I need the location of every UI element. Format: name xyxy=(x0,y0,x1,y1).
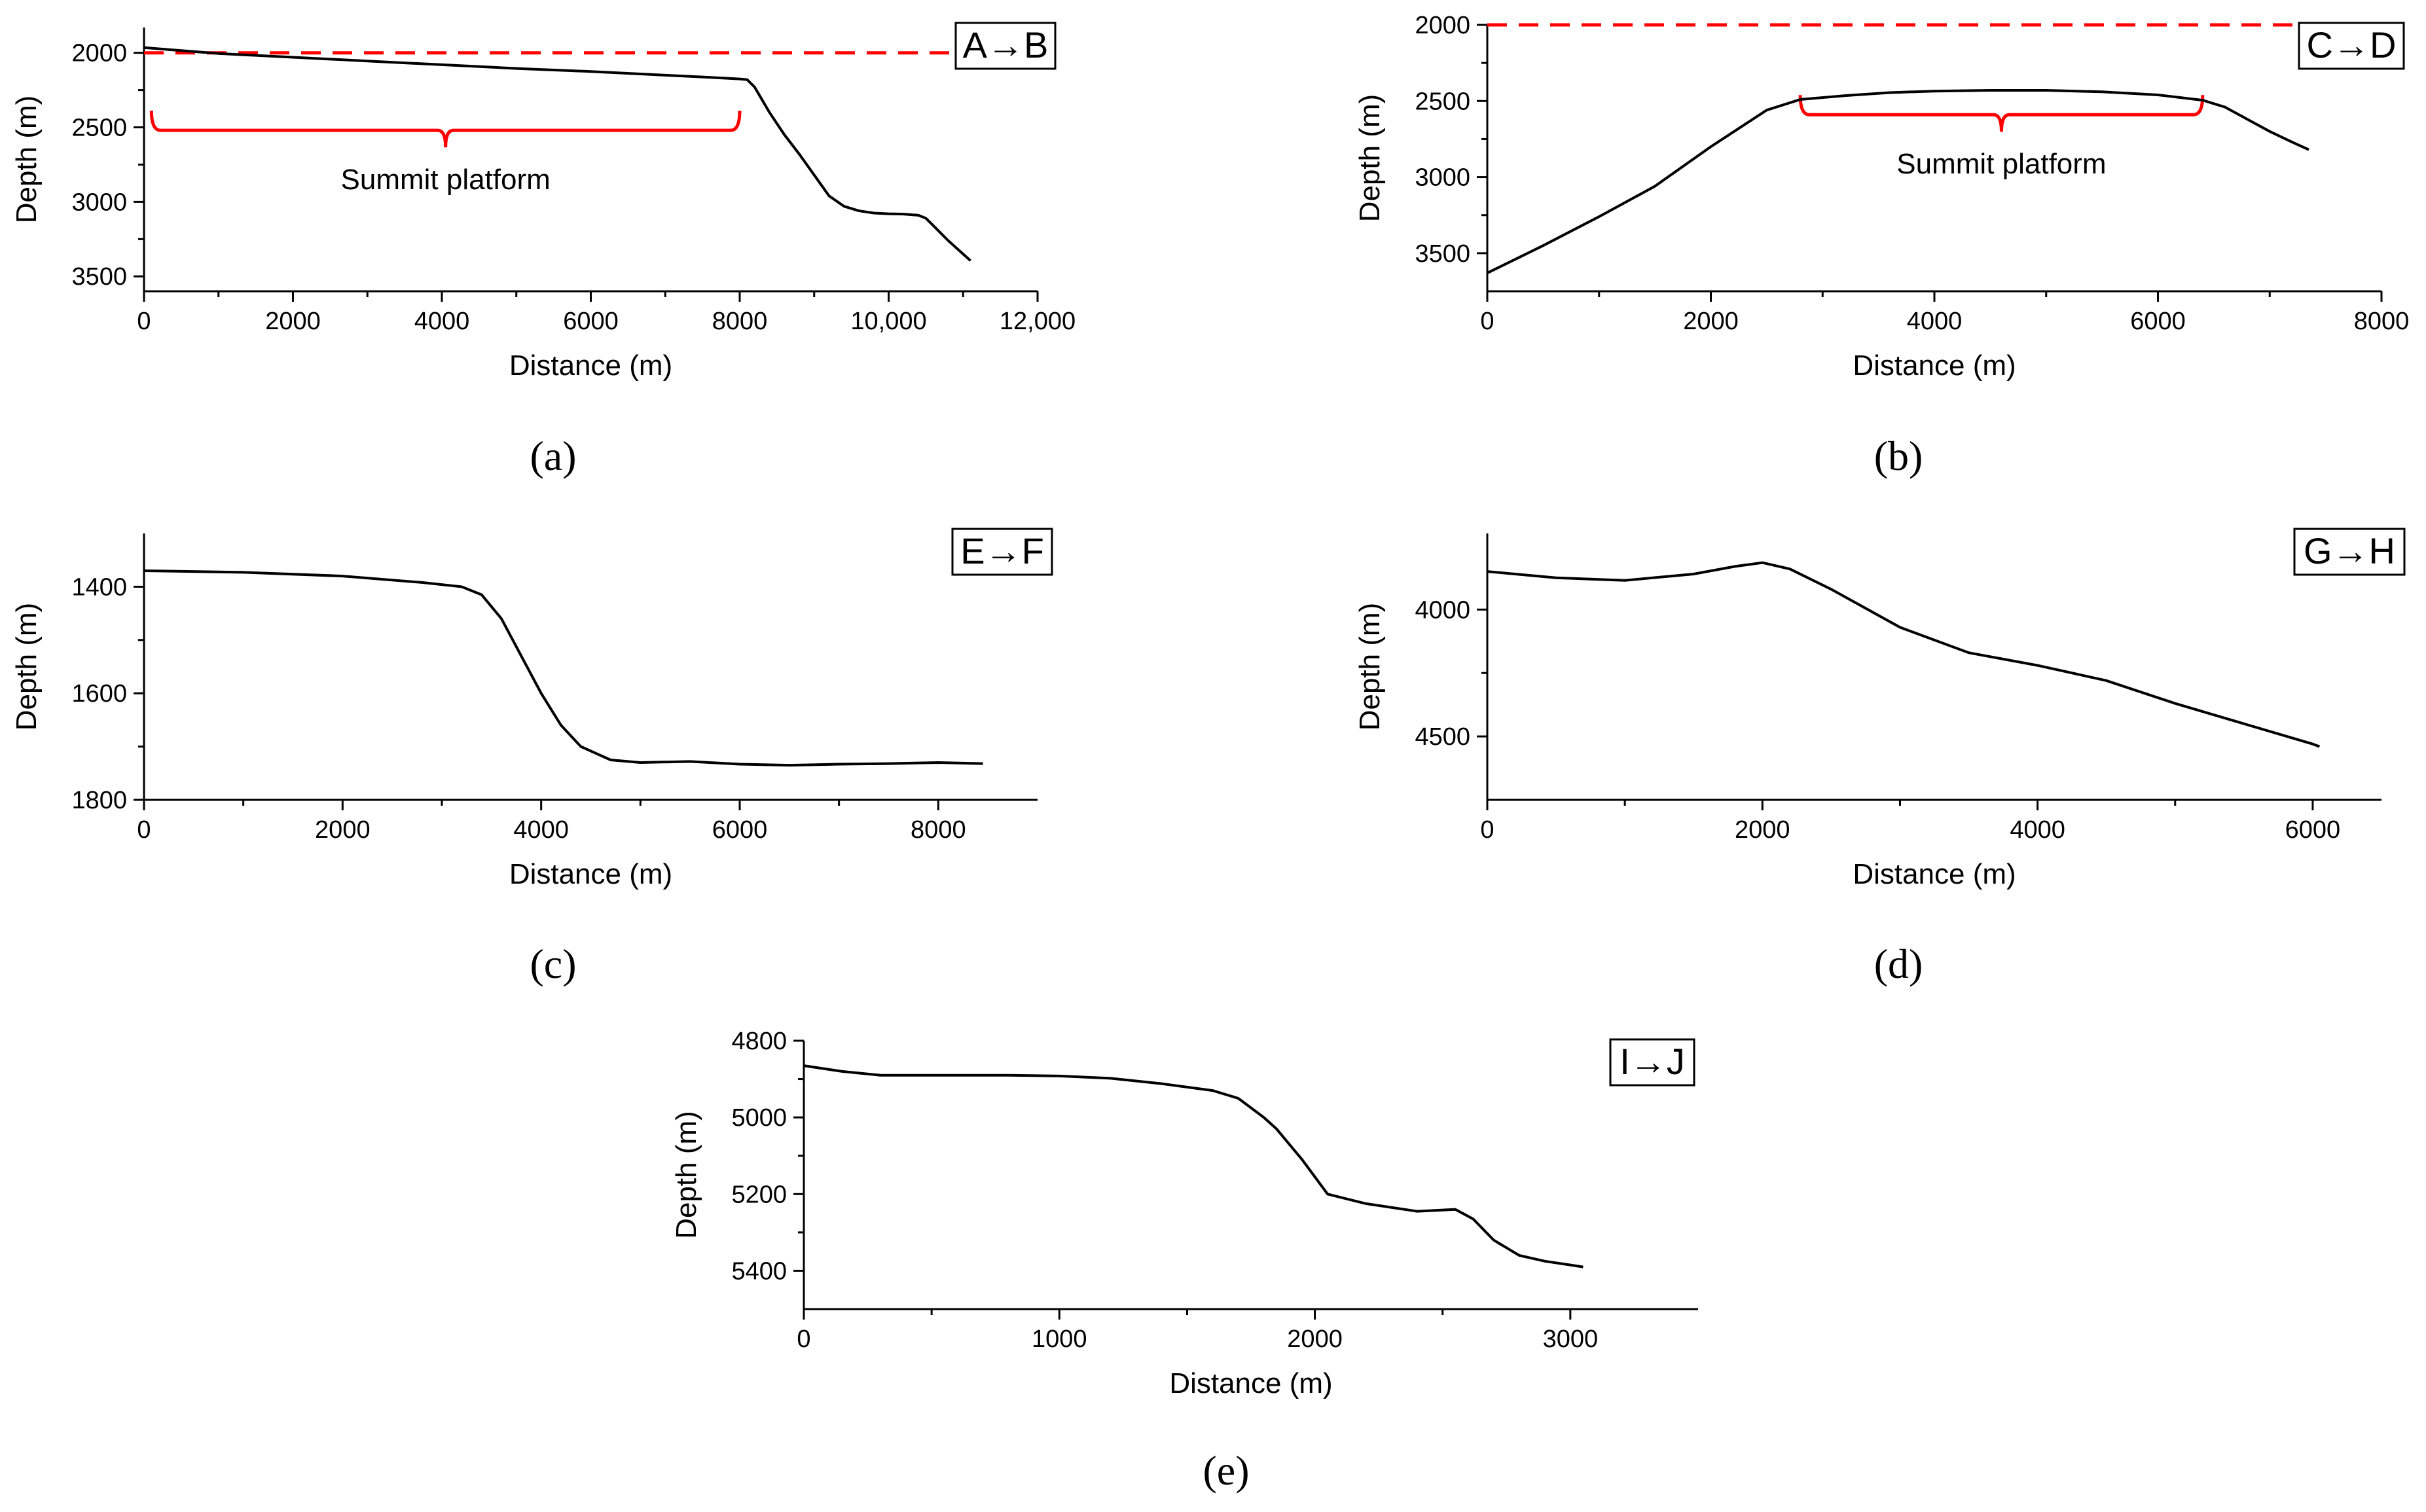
y-tick-label: 5200 xyxy=(731,1181,787,1208)
legend-label: E→F xyxy=(960,530,1044,571)
summit-platform-bracket xyxy=(149,111,742,148)
x-tick-label: 3000 xyxy=(1543,1325,1599,1353)
caption-d: (d) xyxy=(1874,941,1923,987)
x-tick-label: 0 xyxy=(137,308,151,335)
y-tick-label: 2000 xyxy=(71,40,127,67)
depth-profile-line xyxy=(1487,561,2321,748)
y-tick-label: 1400 xyxy=(71,573,127,601)
panel-d-chart: 0 2000 4000 6000 4000 4500 Distance (m) Depth (… xyxy=(1354,528,2406,890)
panel-e-chart: 0 1000 2000 3000 4800 5000 5200 5400 Distance (m… xyxy=(670,1028,1698,1399)
panel-b-chart: 0 2000 4000 6000 8000 2000 2500 3000 3500 Distanc… xyxy=(1354,12,2409,382)
x-axis-title: Distance (m) xyxy=(509,858,672,890)
y-tick-label: 2500 xyxy=(1415,88,1470,115)
panel-a-chart: 0 2000 4000 6000 8000 10,000 12,000 2000 2500 300… xyxy=(10,22,1076,382)
y-tick-label: 1600 xyxy=(71,680,127,708)
caption-e: (e) xyxy=(1203,1447,1249,1494)
legend-label: A→B xyxy=(963,24,1049,65)
x-tick-label: 8000 xyxy=(911,816,966,844)
x-tick-label: 6000 xyxy=(2130,308,2186,335)
summit-platform-bracket xyxy=(1798,95,2205,132)
legend-box xyxy=(951,528,1053,576)
y-tick-label: 2500 xyxy=(71,115,127,142)
x-axis-title: Distance (m) xyxy=(509,350,672,382)
y-axis-title: Depth (m) xyxy=(10,96,43,224)
x-tick-label: 1000 xyxy=(1032,1325,1087,1353)
caption-c: (c) xyxy=(530,941,576,987)
x-tick-label: 2000 xyxy=(1683,308,1739,335)
x-tick-label: 10,000 xyxy=(850,308,926,335)
legend-box xyxy=(954,22,1057,70)
x-tick-label: 4000 xyxy=(414,308,470,335)
y-axis-title: Depth (m) xyxy=(10,603,43,731)
legend-label: C→D xyxy=(2307,24,2397,65)
legend-label: G→H xyxy=(2304,530,2395,571)
y-tick-label: 3000 xyxy=(1415,164,1470,192)
x-tick-label: 8000 xyxy=(2354,308,2410,335)
x-tick-label: 6000 xyxy=(563,308,619,335)
caption-a: (a) xyxy=(530,433,576,479)
y-tick-label: 3500 xyxy=(71,263,127,291)
y-tick-label: 4800 xyxy=(731,1028,787,1055)
y-tick-label: 5400 xyxy=(731,1257,787,1285)
x-tick-label: 8000 xyxy=(712,308,768,335)
y-tick-label: 2000 xyxy=(1415,12,1470,39)
x-tick-label: 12,000 xyxy=(1000,308,1076,335)
legend-label: I→J xyxy=(1620,1041,1685,1082)
y-tick-label: 4500 xyxy=(1415,723,1470,751)
x-tick-label: 2000 xyxy=(1735,816,1790,844)
depth-profile-line xyxy=(143,46,971,262)
panel-c-chart: 0 2000 4000 6000 8000 1400 1600 1800 Distance (m… xyxy=(10,528,1053,890)
y-axis-title: Depth (m) xyxy=(1354,94,1386,223)
x-tick-label: 0 xyxy=(1480,816,1494,844)
x-tick-label: 0 xyxy=(137,816,151,844)
x-tick-label: 4000 xyxy=(1907,308,1963,335)
x-tick-label: 2000 xyxy=(315,816,371,844)
x-tick-label: 6000 xyxy=(712,816,768,844)
y-tick-label: 3000 xyxy=(71,189,127,216)
legend-box xyxy=(2293,528,2406,576)
x-tick-label: 2000 xyxy=(265,308,321,335)
y-tick-label: 5000 xyxy=(731,1104,787,1132)
depth-profile-line xyxy=(143,569,983,767)
legend-box xyxy=(2298,22,2405,70)
legend-box xyxy=(1609,1038,1695,1087)
x-axis-title: Distance (m) xyxy=(1169,1367,1332,1399)
y-tick-label: 4000 xyxy=(1415,596,1470,624)
summit-platform-label: Summit platform xyxy=(1896,148,2106,180)
y-tick-label: 3500 xyxy=(1415,240,1470,268)
depth-profile-line xyxy=(1487,89,2309,274)
x-tick-label: 6000 xyxy=(2285,816,2341,844)
x-axis-title: Distance (m) xyxy=(1853,350,2016,382)
x-tick-label: 0 xyxy=(797,1325,810,1353)
depth-profile-line xyxy=(803,1064,1584,1269)
x-tick-label: 2000 xyxy=(1287,1325,1343,1353)
x-tick-label: 4000 xyxy=(2010,816,2065,844)
x-tick-label: 4000 xyxy=(513,816,569,844)
x-axis-title: Distance (m) xyxy=(1853,858,2016,890)
y-axis-title: Depth (m) xyxy=(1354,603,1386,731)
x-tick-label: 0 xyxy=(1480,308,1494,335)
summit-platform-label: Summit platform xyxy=(341,164,551,196)
caption-b: (b) xyxy=(1874,433,1923,479)
y-axis-title: Depth (m) xyxy=(670,1111,702,1239)
y-tick-label: 1800 xyxy=(71,787,127,814)
